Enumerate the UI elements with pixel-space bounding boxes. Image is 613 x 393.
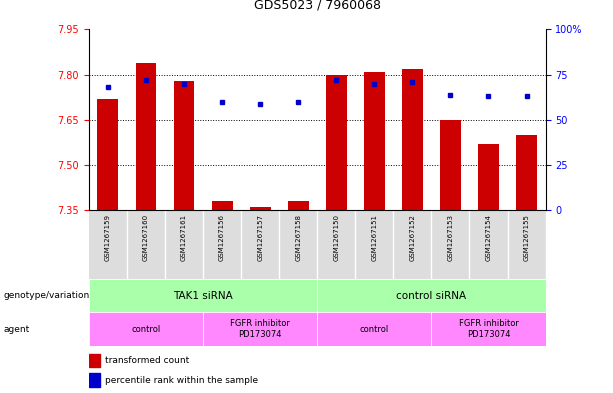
Text: GSM1267151: GSM1267151 <box>371 214 378 261</box>
Bar <box>279 210 318 279</box>
Text: GSM1267158: GSM1267158 <box>295 214 301 261</box>
Text: GSM1267153: GSM1267153 <box>447 214 454 261</box>
Text: genotype/variation: genotype/variation <box>3 291 89 300</box>
Text: percentile rank within the sample: percentile rank within the sample <box>105 376 258 385</box>
Bar <box>89 354 101 367</box>
Bar <box>127 210 165 279</box>
Bar <box>356 210 394 279</box>
Bar <box>135 62 156 210</box>
Bar <box>89 373 101 387</box>
Bar <box>440 120 461 210</box>
Bar <box>508 210 546 279</box>
Text: agent: agent <box>3 325 29 334</box>
Text: GSM1267160: GSM1267160 <box>143 214 149 261</box>
Text: FGFR inhibitor
PD173074: FGFR inhibitor PD173074 <box>459 320 519 339</box>
Bar <box>89 279 318 312</box>
Text: FGFR inhibitor
PD173074: FGFR inhibitor PD173074 <box>230 320 290 339</box>
Bar <box>478 144 499 210</box>
Text: transformed count: transformed count <box>105 356 189 365</box>
Bar <box>318 279 546 312</box>
Text: GSM1267157: GSM1267157 <box>257 214 263 261</box>
Text: GDS5023 / 7960068: GDS5023 / 7960068 <box>254 0 381 12</box>
Text: TAK1 siRNA: TAK1 siRNA <box>173 291 233 301</box>
Text: GSM1267155: GSM1267155 <box>524 214 530 261</box>
Bar <box>516 135 537 210</box>
Bar <box>89 210 127 279</box>
Bar <box>394 210 432 279</box>
Bar <box>402 69 423 210</box>
Text: GSM1267154: GSM1267154 <box>485 214 492 261</box>
Bar <box>318 210 356 279</box>
Bar <box>432 312 546 346</box>
Bar <box>470 210 508 279</box>
Text: control siRNA: control siRNA <box>397 291 466 301</box>
Bar <box>432 210 470 279</box>
Bar <box>203 312 318 346</box>
Bar <box>249 207 270 210</box>
Bar <box>211 201 232 210</box>
Bar <box>241 210 279 279</box>
Bar <box>97 99 118 210</box>
Text: GSM1267159: GSM1267159 <box>105 214 111 261</box>
Bar <box>89 312 203 346</box>
Text: control: control <box>131 325 161 334</box>
Text: GSM1267156: GSM1267156 <box>219 214 225 261</box>
Text: GSM1267150: GSM1267150 <box>333 214 339 261</box>
Bar <box>203 210 241 279</box>
Text: GSM1267152: GSM1267152 <box>409 214 416 261</box>
Bar <box>287 201 309 210</box>
Bar <box>318 312 432 346</box>
Bar <box>364 72 385 210</box>
Bar <box>165 210 203 279</box>
Bar <box>326 75 347 210</box>
Text: GSM1267161: GSM1267161 <box>181 214 187 261</box>
Text: control: control <box>360 325 389 334</box>
Bar <box>173 81 194 210</box>
